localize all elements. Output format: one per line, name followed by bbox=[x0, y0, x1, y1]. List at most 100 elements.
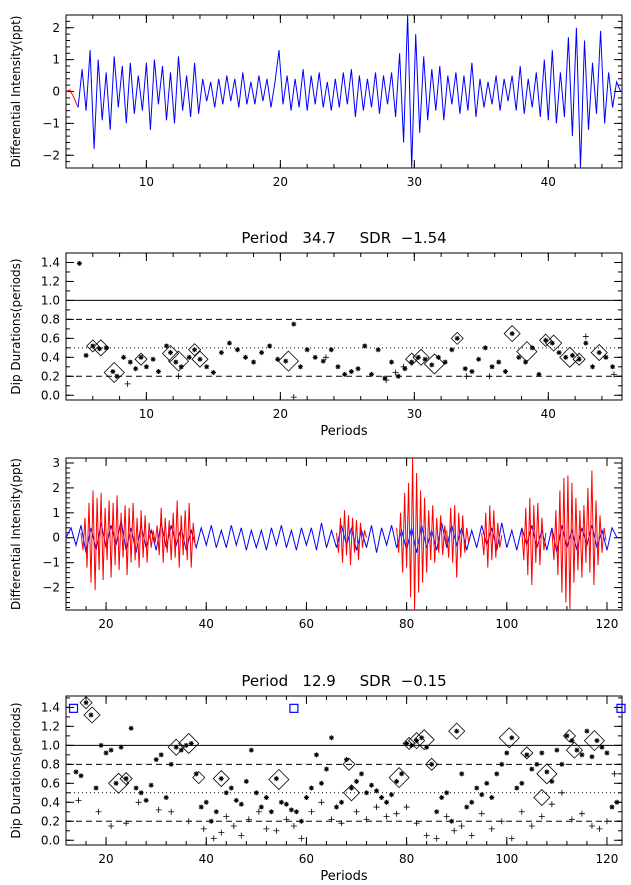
chart2-data-point-53 bbox=[435, 354, 441, 360]
chart4-cross-point-21 bbox=[308, 808, 315, 815]
chart2-data-point-33 bbox=[297, 364, 303, 370]
chart2-data-point-54 bbox=[442, 359, 448, 365]
chart4-data-point-73 bbox=[439, 795, 445, 801]
chart3-ytick-label-4: 2 bbox=[52, 481, 60, 495]
chart4-ytick-label-0: 0.0 bbox=[41, 833, 60, 847]
chart4-blue-square-marker-1 bbox=[289, 703, 299, 713]
chart4-diamond-marker-2 bbox=[108, 772, 130, 794]
chart4-data-point-11 bbox=[128, 725, 134, 731]
chart2-data-point-70 bbox=[549, 340, 555, 346]
chart4-xtick-label-4: 100 bbox=[495, 852, 518, 866]
chart2-data-point-31 bbox=[283, 358, 289, 364]
chart4-data-point-53 bbox=[338, 799, 344, 805]
chart2-data-point-39 bbox=[342, 371, 348, 377]
chart2-data-point-11 bbox=[143, 364, 149, 370]
chart2-title: Period 34.7 SDR −1.54 bbox=[241, 229, 446, 247]
chart2-diamond-marker-15 bbox=[539, 333, 553, 347]
chart4-cross-point-2 bbox=[108, 823, 115, 830]
chart4-data-point-104 bbox=[594, 738, 600, 744]
chart4-xtick-label-5: 120 bbox=[596, 852, 619, 866]
chart4-data-point-78 bbox=[464, 804, 470, 810]
chart4-diamond-marker-21 bbox=[562, 729, 576, 743]
chart4-data-point-40 bbox=[273, 776, 279, 782]
chart4-diamond-marker-23 bbox=[583, 730, 606, 752]
chart2-data-point-22 bbox=[210, 369, 216, 375]
chart2-data-point-68 bbox=[536, 371, 542, 377]
chart4-data-point-6 bbox=[103, 750, 109, 756]
chart4-data-point-57 bbox=[359, 771, 365, 777]
chart2-data-point-35 bbox=[312, 354, 318, 360]
chart4-cross-point-44 bbox=[538, 813, 545, 820]
chart4-xlabel: Periods bbox=[320, 869, 368, 884]
chart4-diamond-marker-10 bbox=[342, 784, 361, 802]
chart2-data-point-67 bbox=[529, 345, 535, 351]
chart4-data-point-89 bbox=[519, 780, 525, 786]
chart4-data-point-91 bbox=[529, 766, 535, 772]
chart2-ytick-label-1: 0.2 bbox=[41, 369, 60, 383]
chart4-data-point-81 bbox=[479, 792, 485, 798]
chart1-ytick-label-0: −2 bbox=[42, 148, 60, 162]
chart1-xtick-label-0: 10 bbox=[139, 175, 154, 189]
chart2-data-point-57 bbox=[462, 366, 468, 372]
chart4-data-point-82 bbox=[484, 780, 490, 786]
chart4-cross-point-34 bbox=[443, 813, 450, 820]
chart4-cross-point-20 bbox=[298, 835, 305, 842]
chart2-data-point-6 bbox=[114, 373, 120, 379]
chart4-cross-point-28 bbox=[383, 813, 390, 820]
chart4-data-point-27 bbox=[208, 818, 214, 824]
chart4-data-point-42 bbox=[283, 801, 289, 807]
chart2-ytick-label-7: 1.4 bbox=[41, 255, 60, 269]
chart2-cross-point-2 bbox=[290, 394, 297, 400]
chart4-data-point-58 bbox=[364, 790, 370, 796]
chart2-data-point-30 bbox=[275, 356, 281, 362]
chart2-plot-area bbox=[66, 260, 622, 400]
chart4-cross-point-13 bbox=[238, 832, 245, 839]
chart2-data-point-45 bbox=[382, 375, 388, 381]
chart4-data-point-33 bbox=[238, 801, 244, 807]
chart4-plot-area bbox=[66, 696, 622, 842]
chart4-data-point-71 bbox=[429, 761, 435, 767]
chart4-cross-point-47 bbox=[568, 816, 575, 823]
chart4-diamond-marker-15 bbox=[425, 757, 439, 771]
chart4-cross-point-31 bbox=[413, 820, 420, 827]
chart4-data-point-77 bbox=[459, 771, 465, 777]
chart2-data-point-65 bbox=[516, 354, 522, 360]
chart2-xtick-label-1: 20 bbox=[273, 407, 288, 421]
chart4-data-point-1 bbox=[78, 773, 84, 779]
chart2-data-point-47 bbox=[395, 373, 401, 379]
chart4-cross-point-3 bbox=[123, 820, 130, 827]
chart4-ylabel: Dip Durations(periods) bbox=[9, 702, 23, 838]
chart2-data-point-36 bbox=[320, 358, 326, 364]
chart1-xtick-label-3: 40 bbox=[541, 175, 556, 189]
chart4-diamond-marker-8 bbox=[268, 768, 290, 791]
chart4-cross-point-7 bbox=[185, 818, 192, 825]
chart4-data-point-92 bbox=[534, 761, 540, 767]
chart2-diamond-marker-11 bbox=[423, 353, 445, 375]
chart4-data-point-48 bbox=[313, 752, 319, 758]
chart2-xtick-label-3: 40 bbox=[541, 407, 556, 421]
chart2-data-point-75 bbox=[583, 340, 589, 346]
chart2-data-point-74 bbox=[576, 356, 582, 362]
chart4-cross-point-16 bbox=[263, 825, 270, 832]
chart4-data-point-101 bbox=[579, 752, 585, 758]
chart2-data-point-20 bbox=[197, 356, 203, 362]
chart3-series-line-4 bbox=[446, 505, 470, 578]
chart4-data-point-39 bbox=[268, 809, 274, 815]
chart4-cross-point-17 bbox=[273, 827, 280, 834]
chart2-data-point-60 bbox=[482, 345, 488, 351]
chart4-data-point-80 bbox=[474, 785, 480, 791]
chart4-data-point-51 bbox=[328, 735, 334, 741]
chart4-data-point-50 bbox=[323, 766, 329, 772]
chart2-data-point-15 bbox=[168, 350, 174, 356]
chart4-data-point-66 bbox=[404, 740, 410, 746]
chart4-data-point-87 bbox=[509, 735, 515, 741]
chart4-data-point-99 bbox=[569, 738, 575, 744]
chart4-cross-point-40 bbox=[498, 818, 505, 825]
chart2-data-point-25 bbox=[234, 347, 240, 353]
chart4-data-point-102 bbox=[584, 728, 590, 734]
chart2-diamond-marker-7 bbox=[191, 350, 209, 368]
chart2-ytick-label-4: 0.8 bbox=[41, 312, 60, 326]
chart2-cross-point-5 bbox=[392, 369, 399, 376]
chart4-data-point-46 bbox=[303, 795, 309, 801]
chart4-data-point-19 bbox=[168, 761, 174, 767]
